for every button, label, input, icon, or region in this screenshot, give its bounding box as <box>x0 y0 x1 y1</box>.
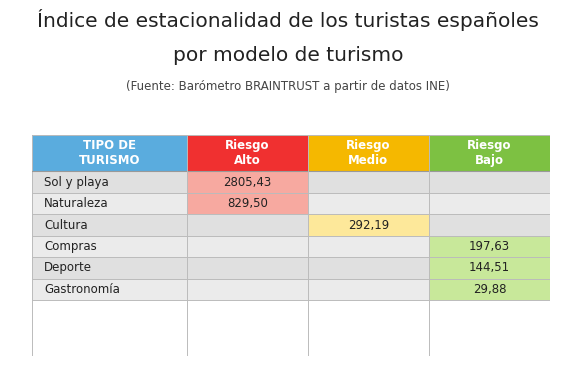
Text: TIPO DE
TURISMO: TIPO DE TURISMO <box>79 139 140 167</box>
Bar <box>429 236 550 257</box>
Text: 197,63: 197,63 <box>469 240 510 253</box>
Text: 292,19: 292,19 <box>348 219 389 232</box>
Bar <box>187 172 308 193</box>
Bar <box>187 236 308 257</box>
Bar <box>32 279 187 300</box>
Bar <box>429 279 550 300</box>
Text: Riesgo
Alto: Riesgo Alto <box>225 139 270 167</box>
Text: Sol y playa: Sol y playa <box>44 176 109 189</box>
Bar <box>308 257 429 279</box>
Text: 29,88: 29,88 <box>473 283 506 296</box>
Bar <box>187 193 308 214</box>
Text: Índice de estacionalidad de los turistas españoles: Índice de estacionalidad de los turistas… <box>37 9 539 31</box>
Text: Naturaleza: Naturaleza <box>44 197 109 210</box>
Bar <box>32 172 187 193</box>
Bar <box>187 257 308 279</box>
Bar <box>32 257 187 279</box>
Bar <box>187 172 308 193</box>
Bar <box>32 135 187 172</box>
Bar <box>308 214 429 236</box>
Text: 144,51: 144,51 <box>469 262 510 275</box>
Bar <box>187 193 308 214</box>
Text: (Fuente: Barómetro BRAINTRUST a partir de datos INE): (Fuente: Barómetro BRAINTRUST a partir d… <box>126 80 450 92</box>
Text: Compras: Compras <box>44 240 97 253</box>
Bar <box>308 193 429 214</box>
Bar <box>32 214 187 236</box>
Bar <box>32 193 187 214</box>
Bar <box>429 193 550 214</box>
Bar <box>187 135 308 172</box>
Text: por modelo de turismo: por modelo de turismo <box>173 46 403 65</box>
Bar <box>308 172 429 193</box>
Text: 829,50: 829,50 <box>227 197 268 210</box>
Bar <box>429 279 550 300</box>
Bar <box>429 236 550 257</box>
Bar <box>429 257 550 279</box>
Bar <box>308 279 429 300</box>
Bar <box>308 214 429 236</box>
Bar <box>308 236 429 257</box>
Text: Gastronomía: Gastronomía <box>44 283 120 296</box>
Text: 2805,43: 2805,43 <box>223 176 272 189</box>
Bar <box>429 172 550 193</box>
Text: Riesgo
Bajo: Riesgo Bajo <box>467 139 511 167</box>
Bar <box>32 236 187 257</box>
Text: Deporte: Deporte <box>44 262 92 275</box>
Text: Riesgo
Medio: Riesgo Medio <box>346 139 391 167</box>
Bar <box>187 214 308 236</box>
Text: Cultura: Cultura <box>44 219 88 232</box>
Bar <box>429 135 550 172</box>
Bar <box>308 135 429 172</box>
Bar <box>429 257 550 279</box>
Bar <box>429 214 550 236</box>
Bar <box>187 279 308 300</box>
